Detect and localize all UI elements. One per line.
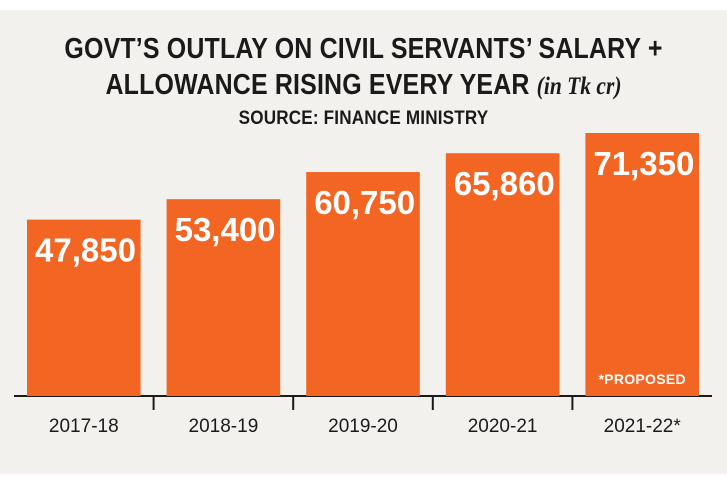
x-tick-label: 2021-22* [604, 416, 682, 437]
x-tick-label: 2019-20 [328, 416, 398, 437]
value-label: 65,860 [454, 165, 555, 202]
source-label: SOURCE: FINANCE MINISTRY [238, 108, 489, 129]
value-label: 71,350 [593, 145, 694, 182]
chart-title-line-2: ALLOWANCE RISING EVERY YEAR (in Tk cr) [51, 69, 676, 102]
chart-title-line-1: GOVT’S OUTLAY ON CIVIL SERVANTS’ SALARY … [64, 33, 663, 65]
unit-label: (in Tk cr) [536, 73, 622, 100]
bar-201718 [27, 219, 141, 396]
bar-201920 [306, 172, 420, 396]
value-label: 53,400 [175, 211, 276, 248]
chart-title-text-2: ALLOWANCE RISING EVERY YEAR [105, 69, 530, 101]
x-tick-label: 2018-19 [189, 416, 259, 437]
bar-202021 [445, 153, 560, 396]
value-label: 60,750 [314, 184, 415, 221]
x-tick-label: 2017-18 [49, 416, 119, 437]
bar-201819 [166, 199, 281, 396]
x-tick-label: 2020-21 [468, 416, 538, 437]
bar-202122 [585, 133, 699, 396]
value-label: 47,850 [35, 232, 136, 269]
proposed-note: *PROPOSED [598, 371, 686, 387]
